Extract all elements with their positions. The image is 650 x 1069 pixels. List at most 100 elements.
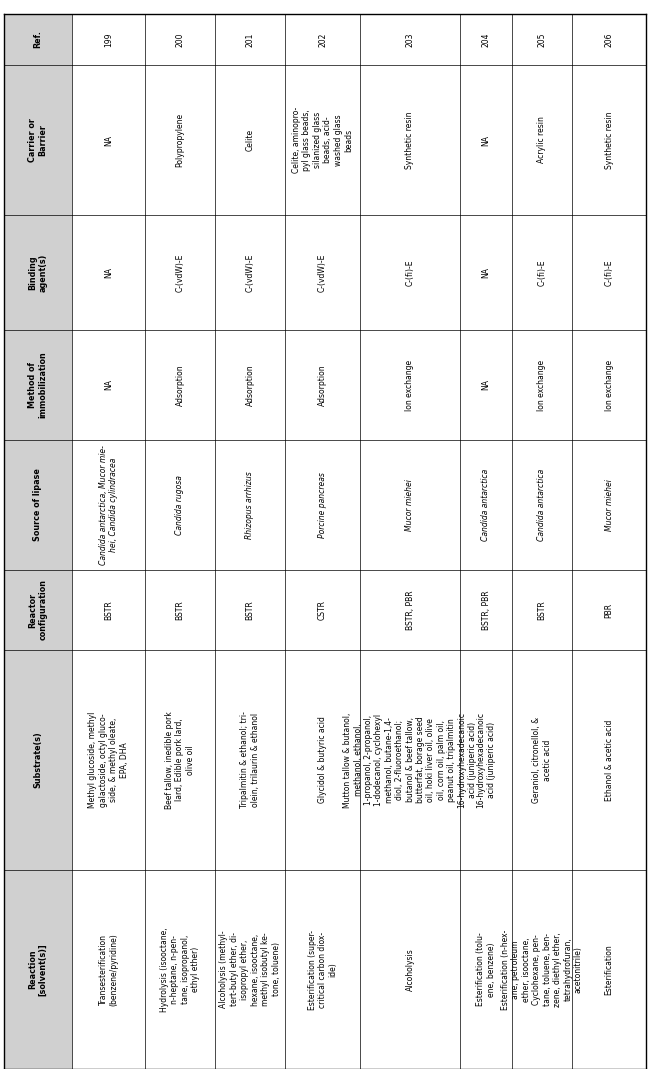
Text: C-(fi)-E: C-(fi)-E (604, 260, 614, 285)
Text: NA: NA (482, 267, 491, 278)
Bar (215, 440, 285, 570)
Text: 199: 199 (104, 32, 113, 47)
Bar (215, 570, 285, 650)
Text: Binding
agent(s): Binding agent(s) (29, 253, 47, 292)
Text: Candida rugosa: Candida rugosa (176, 475, 185, 534)
Bar (572, 650, 646, 870)
Bar (572, 570, 646, 650)
Bar (215, 330, 285, 440)
Text: Celite: Celite (246, 129, 255, 151)
Bar (512, 14, 572, 65)
Text: Substrate(s): Substrate(s) (34, 731, 42, 788)
Text: 200: 200 (176, 32, 185, 47)
Text: Reactor
configuration: Reactor configuration (29, 579, 47, 640)
Bar (285, 330, 360, 440)
Text: 203: 203 (406, 32, 415, 47)
Bar (215, 650, 285, 870)
Bar (145, 215, 215, 330)
Bar (360, 440, 460, 570)
Bar (72, 215, 145, 330)
Text: Carrier or
Barrier: Carrier or Barrier (29, 118, 47, 161)
Text: Esterification (n-hex-
ane, petroleum
ether, isooctane,
Cyclohexane, pen-
tane, : Esterification (n-hex- ane, petroleum et… (501, 929, 583, 1010)
Text: PBR: PBR (604, 603, 614, 618)
Text: Method of
immobilization: Method of immobilization (29, 352, 47, 418)
Text: NA: NA (482, 379, 491, 390)
Text: Candida antarctica: Candida antarctica (538, 469, 547, 541)
Text: NA: NA (482, 135, 491, 145)
Bar (215, 215, 285, 330)
Bar (512, 570, 572, 650)
Text: Synthetic resin: Synthetic resin (406, 111, 415, 169)
Text: 205: 205 (538, 32, 547, 47)
Text: 201: 201 (246, 32, 255, 47)
Text: Adsorption: Adsorption (176, 365, 185, 406)
Text: BSTR, PBR: BSTR, PBR (406, 590, 415, 630)
Text: C-(vdW)-E: C-(vdW)-E (246, 253, 255, 292)
Bar (460, 14, 512, 65)
Bar (360, 570, 460, 650)
Text: Geraniol, citronellol, &
acetic acid: Geraniol, citronellol, & acetic acid (532, 717, 552, 803)
Bar (145, 440, 215, 570)
Bar (72, 65, 145, 215)
Text: Acrylic resin: Acrylic resin (538, 117, 547, 164)
Bar (360, 215, 460, 330)
Bar (4, 870, 72, 1069)
Bar (215, 65, 285, 215)
Text: BSTR: BSTR (176, 600, 185, 620)
Bar (72, 330, 145, 440)
Bar (512, 215, 572, 330)
Text: Ref.: Ref. (34, 31, 42, 48)
Bar (572, 215, 646, 330)
Bar (4, 650, 72, 870)
Text: Mutton tallow & butanol,
methanol, ethanol,
1-propanol, 2-propanol,
1-dodecanol,: Mutton tallow & butanol, methanol, ethan… (343, 712, 477, 808)
Bar (512, 650, 572, 870)
Text: 206: 206 (604, 32, 614, 47)
Text: C-(vdW)-E: C-(vdW)-E (318, 253, 327, 292)
Text: CSTR: CSTR (318, 600, 327, 620)
Text: 204: 204 (482, 32, 491, 47)
Text: Alcoholysis (methyl-
tert-butyl ether, di-
isopropyl ether,
hexane, isooctane,
m: Alcoholysis (methyl- tert-butyl ether, d… (220, 931, 281, 1008)
Bar (285, 650, 360, 870)
Text: C-(vdW)-E: C-(vdW)-E (176, 253, 185, 292)
Text: Hydrolysis (isooctane,
n-heptane, n-pen-
tane, isopropanol,
ethyl ether): Hydrolysis (isooctane, n-heptane, n-pen-… (160, 927, 200, 1012)
Bar (72, 870, 145, 1069)
Text: Esterification (super-
critical carbon diox-
ide): Esterification (super- critical carbon d… (307, 930, 337, 1009)
Bar (145, 870, 215, 1069)
Text: C-(fi)-E: C-(fi)-E (406, 260, 415, 285)
Text: Porcine pancreas: Porcine pancreas (318, 472, 327, 538)
Bar (72, 650, 145, 870)
Text: BSTR, PBR: BSTR, PBR (482, 590, 491, 630)
Text: Source of lipase: Source of lipase (34, 468, 42, 541)
Bar (285, 14, 360, 65)
Bar (460, 330, 512, 440)
Bar (215, 14, 285, 65)
Bar (572, 870, 646, 1069)
Bar (572, 330, 646, 440)
Bar (572, 65, 646, 215)
Text: Ion exchange: Ion exchange (604, 359, 614, 410)
Bar (4, 330, 72, 440)
Text: Candida antarctica: Candida antarctica (482, 469, 491, 541)
Bar (285, 215, 360, 330)
Bar (572, 440, 646, 570)
Text: NA: NA (104, 379, 113, 390)
Bar (145, 650, 215, 870)
Text: NA: NA (104, 135, 113, 145)
Text: Ethanol & acetic acid: Ethanol & acetic acid (604, 719, 614, 801)
Text: Beef tallow, inedible pork
lard, Edible pork lard,
olive oil: Beef tallow, inedible pork lard, Edible … (165, 711, 195, 809)
Bar (4, 65, 72, 215)
Bar (512, 65, 572, 215)
Text: Transesterification
(benzene/pyridine): Transesterification (benzene/pyridine) (99, 933, 118, 1006)
Text: 202: 202 (318, 32, 327, 47)
Bar (360, 330, 460, 440)
Bar (145, 65, 215, 215)
Text: Methyl glucoside, methyl
galactoside, octyl gluco-
side, & methyl oleate,
EPA, D: Methyl glucoside, methyl galactoside, oc… (88, 712, 129, 808)
Bar (460, 215, 512, 330)
Bar (4, 440, 72, 570)
Text: Adsorption: Adsorption (246, 365, 255, 406)
Text: Candida antarctica, Mucor mie-
hei, Candida cylindracea: Candida antarctica, Mucor mie- hei, Cand… (99, 445, 118, 564)
Bar (512, 870, 572, 1069)
Text: Tripalmitin & ethanol; tri-
olein, trilaurin & ethanol: Tripalmitin & ethanol; tri- olein, trila… (240, 712, 260, 808)
Bar (215, 870, 285, 1069)
Bar (512, 440, 572, 570)
